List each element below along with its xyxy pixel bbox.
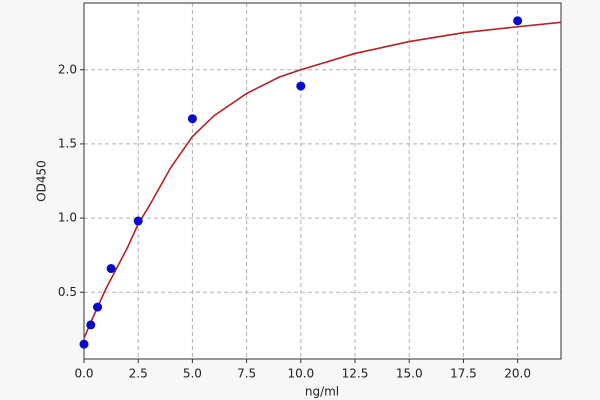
x-tick-label: 20.0: [504, 367, 531, 381]
data-point: [296, 81, 306, 91]
data-point: [79, 339, 89, 349]
x-tick-label: 17.5: [450, 367, 477, 381]
y-tick-label: 1.0: [58, 211, 77, 225]
x-tick-label: 15.0: [396, 367, 423, 381]
y-axis-label: OD450: [35, 160, 49, 202]
plot-area: [84, 3, 561, 359]
data-point: [106, 264, 116, 274]
x-tick-label: 2.5: [129, 367, 148, 381]
x-tick-label: 0.0: [74, 367, 93, 381]
data-point: [86, 320, 96, 330]
y-tick-label: 1.5: [58, 136, 77, 150]
x-tick-label: 12.5: [342, 367, 369, 381]
x-tick-label: 5.0: [183, 367, 202, 381]
data-point: [513, 16, 523, 26]
y-tick-label: 0.5: [58, 285, 77, 299]
data-point: [133, 216, 143, 226]
x-tick-label: 7.5: [237, 367, 256, 381]
fit-curve: [83, 21, 562, 339]
plot-frame: [83, 2, 562, 360]
y-tick-label: 2.0: [58, 62, 77, 76]
x-tick-label: 10.0: [287, 367, 314, 381]
data-point: [93, 302, 103, 312]
x-axis-label: ng/ml: [305, 385, 339, 399]
data-point: [187, 114, 197, 124]
